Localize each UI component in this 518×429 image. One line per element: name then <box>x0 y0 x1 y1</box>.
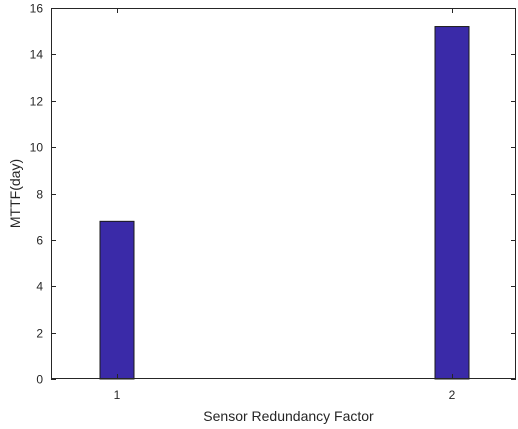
bar-1 <box>99 220 135 380</box>
y-tick-label: 12 <box>30 95 44 109</box>
y-tick-label: 6 <box>36 234 43 248</box>
x-tick-label: 1 <box>114 388 121 402</box>
x-tick-label: 2 <box>449 388 456 402</box>
y-tick-label: 10 <box>30 141 44 155</box>
bar-2 <box>434 26 470 380</box>
bars-group <box>99 26 470 380</box>
y-ticks-group: 0 2 4 6 8 10 12 14 16 <box>30 2 516 387</box>
y-tick-label: 16 <box>30 2 44 16</box>
y-axis-label: MTTF(day) <box>7 159 23 228</box>
y-tick-label: 2 <box>36 327 43 341</box>
y-tick-label: 8 <box>36 188 43 202</box>
axes-group <box>51 8 516 379</box>
y-tick-label: 14 <box>30 48 44 62</box>
x-axis-label: Sensor Redundancy Factor <box>203 408 374 424</box>
y-tick-label: 0 <box>36 373 43 387</box>
axes-box <box>51 8 516 379</box>
y-tick-label: 4 <box>36 280 43 294</box>
